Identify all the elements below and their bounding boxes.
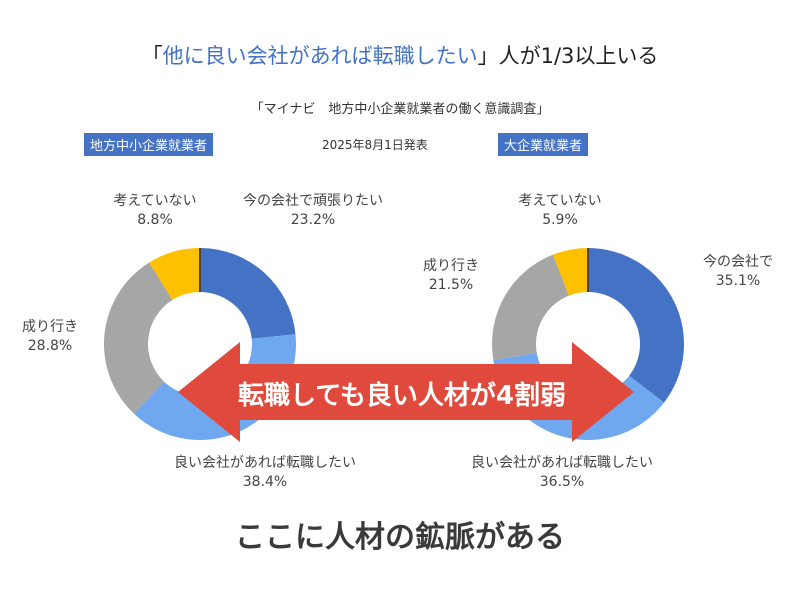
slice-value: 38.4% [242,474,288,490]
label-right-as-it-goes: 成り行き 21.5% [405,257,497,295]
label-right-change-job: 良い会社があれば転職したい 36.5% [432,454,692,492]
slice-value: 21.5% [428,277,474,293]
donut-slice [492,254,569,361]
slice-label: 成り行き [423,258,479,274]
donut-slice [200,248,296,339]
label-left-as-it-goes: 成り行き 28.8% [8,318,92,356]
donut-slice [103,262,173,414]
slice-label: 成り行き [22,319,78,335]
slice-value: 36.5% [539,474,585,490]
headline-highlight: 他に良い会社があれば転職したい [162,44,478,68]
label-left-change-job: 良い会社があれば転職したい 38.4% [140,454,390,492]
chart-title-right: 大企業就業者 [498,133,589,156]
slice-value: 35.1% [715,273,761,289]
donut-slice [149,248,200,300]
headline-open-bracket: 「 [141,44,163,68]
slice-label: 今の会社で [703,254,773,270]
release-date: 2025年8月1日発表 [322,138,428,152]
slice-label: 良い会社があれば転職したい [174,455,356,471]
headline: 「他に良い会社があれば転職したい」人が1/3以上いる [0,40,800,70]
slice-label: 今の会社で頑張りたい [243,193,383,209]
slice-label: 考えていない [113,193,197,209]
label-left-not-thinking: 考えていない 8.8% [95,192,215,230]
arrow-banner-text: 転職しても良い人材が4割弱 [237,381,566,411]
slice-value: 28.8% [27,338,73,354]
slice-value: 5.9% [542,212,578,228]
label-right-not-thinking: 考えていない 5.9% [490,192,630,230]
chart-title-left: 地方中小企業就業者 [84,133,214,156]
footer-message: ここに人材の鉱脈がある [235,520,565,555]
slice-label: 考えていない [518,193,602,209]
headline-rest: 人が1/3以上いる [498,44,659,68]
label-left-stay: 今の会社で頑張りたい 23.2% [218,192,408,230]
headline-close-bracket: 」 [477,44,499,68]
donut-slice [552,248,588,296]
slice-value: 23.2% [290,212,336,228]
label-right-stay: 今の会社で 35.1% [690,253,786,291]
slice-label: 良い会社があれば転職したい [471,455,653,471]
donut-slice [588,248,685,403]
survey-source: 「マイナビ 地方中小企業就業者の働く意識調査」 [250,102,550,117]
double-arrow [178,342,634,442]
slice-value: 8.8% [137,212,173,228]
